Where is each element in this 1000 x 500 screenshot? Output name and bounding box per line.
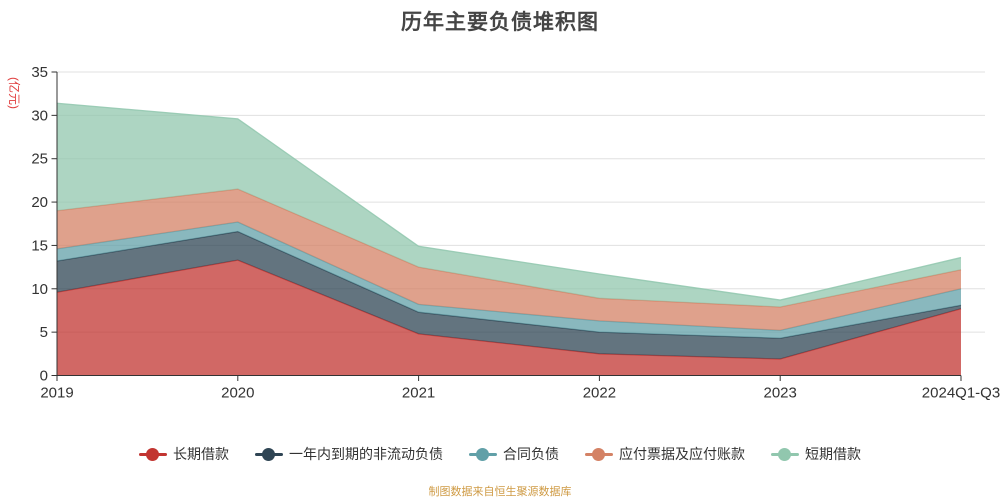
- legend-item-3[interactable]: 合同负债: [469, 444, 559, 464]
- legend-label: 应付票据及应付账款: [619, 446, 745, 462]
- legend-dot: [262, 447, 275, 461]
- y-axis-tick-label: 10: [31, 281, 48, 298]
- y-axis-tick-label: 25: [31, 151, 48, 168]
- x-axis-tick-label: 2020: [221, 385, 254, 402]
- legend-line-circle-icon: [255, 447, 283, 461]
- legend-item-2[interactable]: 一年内到期的非流动负债: [255, 444, 443, 464]
- x-axis-tick-label: 2023: [764, 385, 797, 402]
- y-axis-tick-label: 0: [40, 368, 48, 385]
- series-line: [56, 259, 962, 360]
- legend-label: 合同负债: [503, 446, 559, 462]
- legend-dot: [146, 447, 159, 461]
- area-band: [57, 260, 961, 376]
- area-band: [57, 103, 961, 307]
- series-line: [56, 221, 962, 332]
- legend-dot: [592, 447, 605, 461]
- liabilities-stacked-area-chart: 0 5 10 15 20 25 30 35 2019 2020 2021 2022 2023 2024Q1…: [31, 64, 1000, 402]
- x-axis-tick-label: 2019: [40, 385, 73, 402]
- legend-line-circle-icon: [139, 447, 167, 461]
- legend-line-circle-icon: [771, 447, 799, 461]
- y-axis-tick-label: 5: [40, 324, 48, 341]
- legend-label: 短期借款: [805, 446, 861, 462]
- legend-item-1[interactable]: 长期借款: [139, 444, 229, 464]
- legend-dot: [778, 447, 791, 461]
- y-axis-tick-label: 15: [31, 237, 48, 254]
- chart-title: 历年主要负债堆积图: [401, 11, 599, 34]
- legend-label: 长期借款: [173, 446, 229, 462]
- legend-dot: [476, 447, 489, 461]
- x-axis-tick-label: 2024Q1-Q3: [922, 385, 1000, 402]
- chart-legend: 长期借款 一年内到期的非流动负债 合同负债 应付票据及应付账款 短期借款: [0, 444, 1000, 464]
- area-band: [57, 231, 961, 360]
- legend-label: 一年内到期的非流动负债: [289, 446, 443, 462]
- y-axis-tick-label: 35: [31, 64, 48, 81]
- y-axis-tick-label: 30: [31, 107, 48, 124]
- legend-line-circle-icon: [585, 447, 613, 461]
- series-line: [56, 102, 962, 301]
- legend-line-circle-icon: [469, 447, 497, 461]
- area-band: [57, 189, 961, 331]
- area-band: [57, 222, 961, 339]
- legend-item-4[interactable]: 应付票据及应付账款: [585, 444, 745, 464]
- y-axis-tick-label: 20: [31, 194, 48, 211]
- x-axis-tick-label: 2021: [402, 385, 435, 402]
- legend-item-5[interactable]: 短期借款: [771, 444, 861, 464]
- data-source-note: 制图数据来自恒生聚源数据库: [428, 486, 572, 498]
- x-axis-tick-label: 2022: [583, 385, 616, 402]
